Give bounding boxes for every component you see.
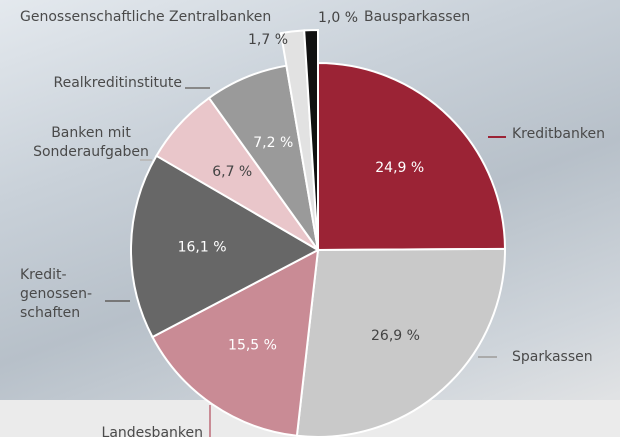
value-label: 24,9 % [375,160,424,176]
pie-slice [151,248,320,437]
legend-label: Kreditbanken [512,126,605,142]
legend-label: Genossenschaftliche Zentralbanken [20,9,272,25]
value-label: 6,7 % [212,164,252,180]
value-label: 15,5 % [228,338,277,354]
pie-slice [130,154,321,339]
pie-slice [303,28,319,251]
legend-label: Bausparkassen [364,9,471,25]
value-label: 7,2 % [253,135,293,151]
legend-label: Realkreditinstitute [53,75,182,91]
legend-label: Landesbanken [101,425,203,437]
legend-label: Banken mit Sonderaufgaben [33,125,149,160]
value-label: 16,1 % [178,239,227,255]
legend-label: Kredit- genossen- schaften [20,267,93,321]
pie-slice [295,247,506,437]
pie-slice [317,61,507,252]
value-label: 1,0 % [318,10,358,26]
value-label: 1,7 % [248,32,288,48]
legend-label: Sparkassen [512,349,593,365]
value-label: 26,9 % [371,328,420,344]
